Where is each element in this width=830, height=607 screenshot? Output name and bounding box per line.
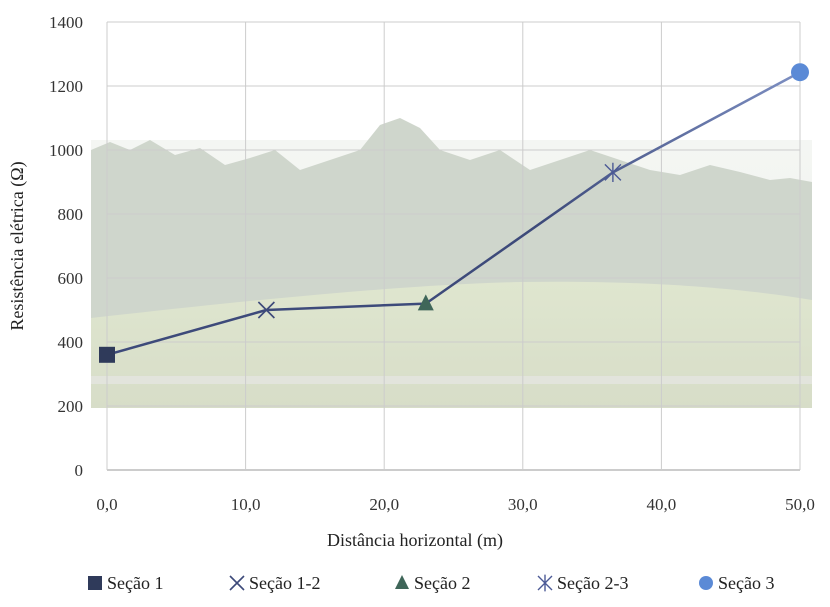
x-axis-title: Distância horizontal (m): [327, 530, 503, 551]
x-tick-label: 0,0: [96, 495, 117, 514]
legend-item: Seção 1-2: [229, 573, 320, 593]
y-axis-ticks: 0 200 400 600 800 1000 1200 1400: [49, 13, 83, 480]
y-tick-label: 1000: [49, 141, 83, 160]
legend-item: Seção 3: [699, 573, 774, 593]
legend: Seção 1 Seção 1-2 Seção 2 Seção 2-3 Seção 3: [88, 573, 774, 593]
legend-label: Seção 3: [718, 573, 774, 593]
legend-label: Seção 1-2: [249, 573, 320, 593]
x-tick-label: 20,0: [369, 495, 399, 514]
marker-x: [257, 301, 275, 319]
x-axis-ticks: 0,0 10,0 20,0 30,0 40,0 50,0: [96, 495, 815, 514]
marker-square: [99, 346, 115, 363]
marker-asterisk: [604, 162, 622, 182]
legend-marker-triangle: [395, 574, 409, 589]
legend-label: Seção 2: [414, 573, 470, 593]
legend-item: Seção 1: [88, 573, 163, 593]
gridlines: [106, 21, 801, 471]
legend-marker-square: [88, 576, 102, 590]
y-tick-label: 400: [58, 333, 84, 352]
y-tick-label: 800: [58, 205, 84, 224]
legend-item: Seção 2: [395, 573, 470, 593]
legend-label: Seção 2-3: [557, 573, 628, 593]
y-tick-label: 200: [58, 397, 84, 416]
x-tick-label: 40,0: [647, 495, 677, 514]
marker-triangle: [417, 294, 434, 311]
y-tick-label: 1200: [49, 77, 83, 96]
y-tick-label: 600: [58, 269, 84, 288]
legend-marker-circle: [699, 576, 713, 590]
legend-marker-x: [229, 575, 245, 591]
legend-label: Seção 1: [107, 573, 163, 593]
data-markers: [99, 63, 809, 363]
legend-item: Seção 2-3: [537, 573, 628, 593]
x-tick-label: 10,0: [231, 495, 261, 514]
y-tick-label: 1400: [49, 13, 83, 32]
marker-circle: [791, 63, 809, 82]
x-tick-label: 30,0: [508, 495, 538, 514]
background-photo: [91, 118, 812, 408]
legend-marker-asterisk: [537, 574, 553, 592]
y-tick-label: 0: [75, 461, 84, 480]
y-axis-title: Resistência elétrica (Ω): [7, 161, 28, 330]
x-tick-label: 50,0: [785, 495, 815, 514]
